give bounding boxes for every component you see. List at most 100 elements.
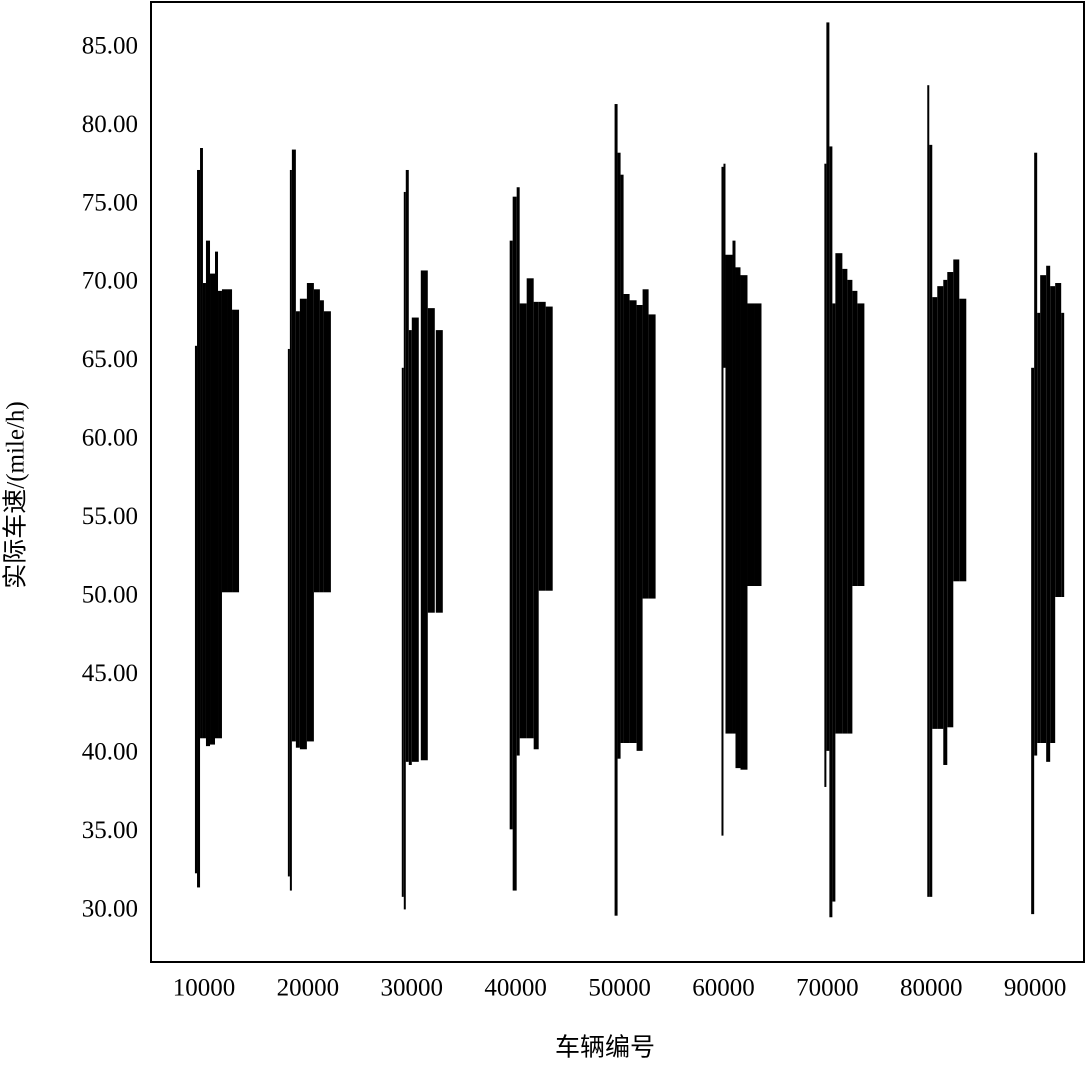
range-bar [648, 314, 656, 599]
y-tick-label: 70.00 [82, 268, 138, 295]
range-bar [943, 279, 948, 765]
range-bar [1031, 367, 1035, 915]
range-bar [1061, 312, 1065, 597]
range-bar [509, 240, 513, 830]
range-bar [629, 300, 637, 743]
range-bar [197, 169, 201, 888]
range-bar [435, 330, 443, 613]
range-bar [403, 191, 406, 910]
range-bar [642, 289, 649, 599]
range-bar [953, 259, 960, 582]
range-bar [937, 286, 944, 729]
range-bar [740, 275, 748, 770]
range-bar [623, 294, 630, 743]
range-bar [929, 144, 933, 897]
y-tick-label: 80.00 [82, 111, 138, 138]
range-bar [194, 345, 198, 874]
range-bar [519, 303, 527, 739]
range-bar [852, 290, 858, 587]
range-bar [218, 290, 222, 739]
range-bar [932, 297, 938, 729]
range-bar [721, 166, 724, 836]
range-bar [405, 169, 409, 762]
range-bar [210, 273, 216, 745]
range-bar [614, 104, 618, 916]
range-bar [754, 303, 762, 587]
x-tick-label: 20000 [277, 975, 340, 1002]
x-tick-label: 10000 [173, 975, 236, 1002]
x-tick-label: 80000 [900, 975, 963, 1002]
range-bar [832, 303, 836, 902]
range-bar [299, 298, 307, 750]
range-bar [538, 301, 546, 591]
range-bar [512, 196, 517, 891]
range-bar [205, 240, 211, 747]
y-tick-label: 55.00 [82, 503, 138, 530]
y-tick-label: 50.00 [82, 582, 138, 609]
range-bar [289, 169, 292, 891]
range-bar [1050, 286, 1056, 743]
y-tick-label: 65.00 [82, 346, 138, 373]
range-bar [826, 22, 830, 751]
range-bar [202, 283, 206, 739]
range-bar [319, 300, 324, 593]
range-bar [401, 367, 404, 897]
x-tick-label: 90000 [1004, 975, 1067, 1002]
range-bar [732, 240, 736, 734]
range-bar [1037, 312, 1041, 743]
range-bar [617, 152, 621, 759]
range-bar [1034, 152, 1038, 756]
y-tick-label: 75.00 [82, 189, 138, 216]
range-bar [1040, 275, 1047, 743]
range-bar [723, 163, 726, 368]
range-bar [1055, 283, 1062, 597]
y-tick-label: 30.00 [82, 896, 138, 923]
range-bar [857, 303, 865, 587]
y-tick-label: 40.00 [82, 739, 138, 766]
y-axis-label: 实际车速/(mile/h) [2, 401, 30, 588]
range-bar [927, 85, 930, 897]
range-bar [200, 148, 203, 739]
range-bar [545, 306, 553, 591]
y-tick-label: 85.00 [82, 32, 138, 59]
range-bar [411, 317, 419, 762]
range-bar [636, 304, 643, 751]
range-bar [735, 267, 741, 769]
range-bar [835, 253, 843, 734]
x-tick-label: 40000 [484, 975, 547, 1002]
range-bar [427, 308, 435, 613]
range-bar [291, 149, 296, 742]
x-tick-label: 30000 [381, 975, 444, 1002]
range-bar [408, 330, 412, 765]
range-bar [847, 279, 853, 734]
range-bar [526, 278, 534, 739]
range-bar [533, 301, 539, 750]
x-tick-label: 70000 [796, 975, 859, 1002]
range-bar [842, 268, 848, 734]
y-tick-label: 35.00 [82, 817, 138, 844]
range-bar [232, 309, 240, 593]
range-bar [747, 303, 755, 587]
range-bar [725, 254, 733, 734]
range-bar [420, 270, 428, 761]
range-bar [287, 348, 290, 877]
range-bar [829, 146, 833, 918]
range-bar [295, 311, 300, 748]
range-bar [516, 187, 520, 756]
x-tick-label: 50000 [588, 975, 651, 1002]
x-tick-label: 60000 [692, 975, 755, 1002]
range-bar [947, 272, 954, 728]
range-bar [306, 283, 314, 742]
range-bar [620, 174, 624, 743]
range-bar [227, 289, 233, 593]
x-axis-label: 车辆编号 [555, 1034, 655, 1062]
range-bar [313, 289, 320, 593]
plot-frame [150, 1, 1085, 963]
range-bar [221, 289, 228, 593]
range-bar [1046, 265, 1051, 762]
range-bar [824, 163, 827, 787]
y-tick-label: 60.00 [82, 425, 138, 452]
range-bar [959, 298, 967, 582]
range-bar [323, 311, 331, 593]
